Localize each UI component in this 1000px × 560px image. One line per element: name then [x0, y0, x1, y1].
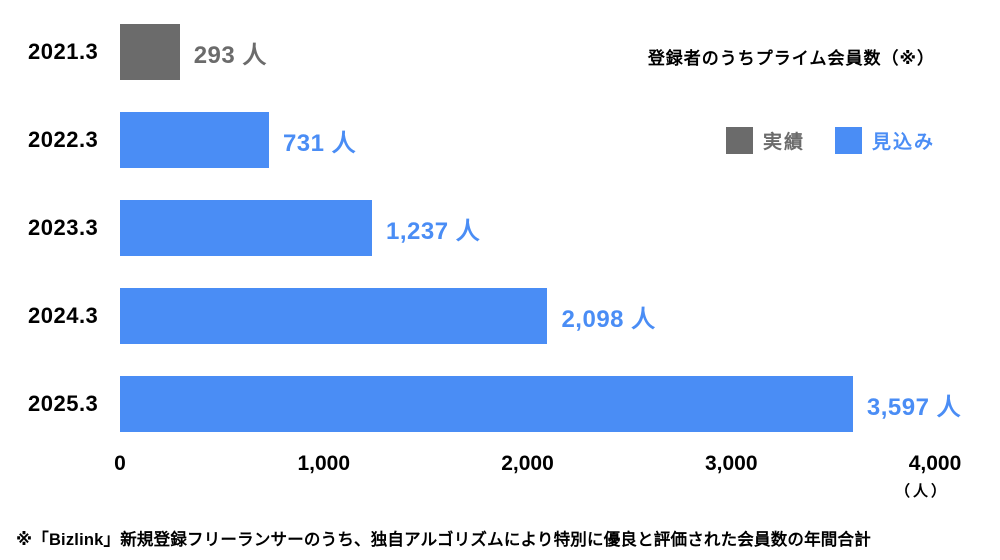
chart-row-2024.3: 2024.3 2,098 人: [0, 272, 935, 360]
bar-2024.3: [120, 288, 548, 344]
x-tick: 0: [114, 452, 126, 475]
category-label: 2023.3: [28, 215, 99, 240]
value-label: 1,237 人: [386, 217, 481, 245]
legend-label-forecast: 見込み: [871, 132, 935, 153]
footnote: ※「Bizlink」新規登録フリーランサーのうち、独自アルゴリズムにより特別に優…: [16, 531, 871, 549]
chart-row-2021.3: 2021.3 293 人: [0, 8, 935, 96]
x-axis: （人） 0 1,000 2,000 3,000 4,000: [114, 452, 961, 502]
value-label: 731 人: [282, 129, 357, 157]
bar-track: 293 人: [120, 24, 935, 80]
chart-row-2022.3: 2022.3 731 人: [0, 96, 935, 184]
chart-row-2025.3: 2025.3 3,597 人: [0, 360, 961, 448]
category-label: 2021.3: [28, 39, 99, 64]
bar-2022.3: [120, 112, 269, 168]
legend-label-actual: 実績: [762, 132, 805, 153]
category-label: 2025.3: [28, 391, 99, 416]
x-tick: 4,000: [908, 452, 962, 475]
chart-row-2023.3: 2023.3 1,237 人: [0, 184, 935, 272]
x-tick: 1,000: [297, 452, 351, 475]
bar-2025.3: [120, 376, 853, 432]
plot-area: 2021.3 293 人 2022.3 731 人 2023.3 1,237 人 2024.…: [0, 8, 961, 448]
chart-title: 登録者のうちプライム会員数（※）: [647, 49, 935, 68]
x-axis-unit: （人）: [894, 483, 949, 500]
bar-2021.3: [120, 24, 180, 80]
category-label: 2024.3: [28, 303, 99, 328]
legend-item-forecast: 見込み: [834, 127, 935, 154]
bar-track: 1,237 人: [120, 200, 935, 256]
legend: 実績 見込み: [725, 127, 935, 154]
bar-2023.3: [120, 200, 373, 256]
legend-swatch-actual: [725, 127, 753, 154]
value-label: 2,098 人: [561, 305, 656, 333]
x-tick: 2,000: [501, 452, 554, 475]
x-tick: 3,000: [704, 452, 758, 475]
bar-track: 2,098 人: [120, 288, 935, 344]
category-label: 2022.3: [28, 127, 99, 152]
value-label: 3,597 人: [866, 393, 962, 421]
bar-track: 3,597 人: [120, 376, 961, 432]
bar-track: 731 人: [120, 112, 935, 168]
value-label: 293 人: [193, 41, 267, 69]
legend-item-actual: 実績: [725, 127, 805, 154]
legend-swatch-forecast: [834, 127, 862, 154]
